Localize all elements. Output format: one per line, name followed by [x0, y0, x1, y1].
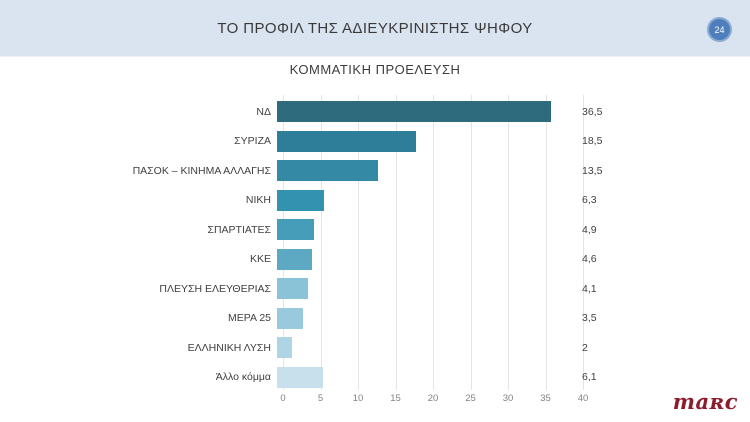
- page-title: ΤΟ ΠΡΟΦΙΛ ΤΗΣ ΑΔΙΕΥΚΡΙΝΙΣΤΗΣ ΨΗΦΟΥ: [217, 20, 533, 37]
- chart-row: ΝΔ 36,5: [0, 97, 750, 127]
- bar-area: [277, 248, 577, 270]
- chart-row: ΜΕΡΑ 25 3,5: [0, 304, 750, 334]
- x-tick-label: 35: [540, 393, 551, 404]
- grid-line: [283, 95, 284, 390]
- value-label: 36,5: [582, 105, 603, 118]
- value-label: 2: [582, 341, 588, 354]
- grid-line: [508, 95, 509, 390]
- value-label: 6,1: [582, 371, 597, 384]
- chart-row: ΣΠΑΡΤΙΑΤΕΣ 4,9: [0, 215, 750, 245]
- value-label: 4,9: [582, 223, 597, 236]
- bar-area: [277, 189, 577, 211]
- category-label: ΝΔ: [256, 105, 271, 118]
- x-tick-label: 40: [577, 393, 589, 404]
- category-label: ΜΕΡΑ 25: [228, 312, 271, 325]
- chart-title: ΚΟΜΜΑΤΙΚΗ ΠΡΟΕΛΕΥΣΗ: [289, 62, 461, 77]
- bar-area: [277, 219, 577, 241]
- category-label: ΝΙΚΗ: [245, 194, 271, 207]
- header-band: ΤΟ ΠΡΟΦΙΛ ΤΗΣ ΑΔΙΕΥΚΡΙΝΙΣΤΗΣ ΨΗΦΟΥ 24: [0, 0, 750, 57]
- grid-line: [358, 95, 359, 390]
- bar-rows: ΝΔ 36,5 ΣΥΡΙΖΑ 18,5 ΠΑΣΟΚ – ΚΙΝΗΜΑ ΑΛΛΑΓΗΣ 13…: [0, 97, 750, 392]
- x-tick-label: 0: [280, 393, 286, 404]
- x-tick-label: 20: [427, 393, 439, 404]
- grid-line: [470, 95, 472, 390]
- category-label: ΠΛΕΥΣΗ ΕΛΕΥΘΕΡΙΑΣ: [159, 282, 271, 295]
- bar: [277, 101, 551, 123]
- bar-area: [277, 366, 577, 388]
- bar: [277, 248, 312, 270]
- category-label: ΠΑΣΟΚ – ΚΙΝΗΜΑ ΑΛΛΑΓΗΣ: [132, 164, 271, 177]
- grid-line: [320, 95, 322, 390]
- chart-row: ΝΙΚΗ 6,3: [0, 186, 750, 216]
- chart-row: ΕΛΛΗΝΙΚΗ ΛΥΣΗ 2: [0, 333, 750, 363]
- grid-line: [433, 95, 434, 390]
- chart-row: ΚΚΕ 4,6: [0, 245, 750, 275]
- bar: [277, 189, 325, 211]
- page-number-badge: 24: [707, 17, 732, 42]
- x-tick-label: 30: [502, 393, 514, 404]
- category-label: ΣΠΑΡΤΙΑΤΕΣ: [207, 223, 271, 236]
- bar: [277, 130, 416, 152]
- x-tick-label: 5: [317, 393, 324, 404]
- bar: [277, 337, 292, 359]
- bar: [277, 160, 379, 182]
- x-tick-label: 25: [465, 393, 476, 404]
- bar-area: [277, 337, 577, 359]
- chart-row: ΠΛΕΥΣΗ ΕΛΕΥΘΕΡΙΑΣ 4,1: [0, 274, 750, 304]
- grid-line: [395, 95, 397, 390]
- bar-area: [277, 130, 577, 152]
- value-label: 18,5: [582, 135, 603, 148]
- bar-area: [277, 101, 577, 123]
- category-label: ΣΥΡΙΖΑ: [234, 135, 271, 148]
- chart-row: ΣΥΡΙΖΑ 18,5: [0, 127, 750, 157]
- category-label: ΕΛΛΗΝΙΚΗ ΛΥΣΗ: [187, 341, 271, 354]
- value-label: 6,3: [582, 194, 597, 207]
- category-label: Άλλο κόμμα: [215, 371, 271, 384]
- bar: [277, 278, 308, 300]
- bar: [277, 307, 304, 329]
- value-label: 4,6: [582, 253, 597, 266]
- x-tick-label: 10: [352, 393, 364, 404]
- bar: [277, 366, 323, 388]
- bar-chart: ΝΔ 36,5 ΣΥΡΙΖΑ 18,5 ΠΑΣΟΚ – ΚΙΝΗΜΑ ΑΛΛΑΓΗΣ 13…: [0, 95, 750, 405]
- value-label: 3,5: [582, 312, 597, 325]
- chart-row: Άλλο κόμμα 6,1: [0, 363, 750, 393]
- grid-line: [583, 95, 584, 390]
- bar-area: [277, 160, 577, 182]
- bar-area: [277, 278, 577, 300]
- x-tick-label: 15: [390, 393, 401, 404]
- grid-lines: [283, 95, 584, 390]
- x-axis: 0 5 10 15 20 25 30 35 40: [280, 393, 588, 407]
- chart-row: ΠΑΣΟΚ – ΚΙΝΗΜΑ ΑΛΛΑΓΗΣ 13,5: [0, 156, 750, 186]
- category-label: ΚΚΕ: [249, 253, 271, 266]
- value-label: 13,5: [582, 164, 603, 177]
- bar: [277, 219, 314, 241]
- grid-line: [545, 95, 547, 390]
- marc-logo: maʀc: [672, 389, 738, 414]
- bar-area: [277, 307, 577, 329]
- value-label: 4,1: [582, 282, 597, 295]
